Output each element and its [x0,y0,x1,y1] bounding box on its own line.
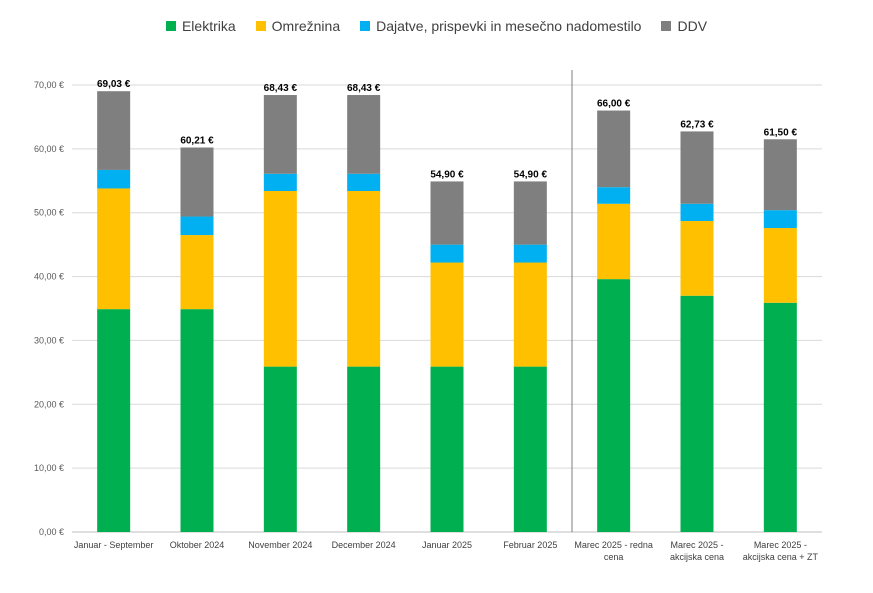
bar-segment [97,91,131,170]
legend-item-ddv: DDV [661,18,707,34]
legend-label: Omrežnina [271,18,341,34]
bar-segment [347,191,381,367]
x-tick-label: Januar - September [74,540,154,550]
bar-segment [97,309,131,532]
x-tick-label: akcijska cena + ZT [743,552,819,562]
bar-segment [430,262,464,367]
total-label: 60,21 € [180,136,214,147]
y-tick-label: 60,00 € [34,144,64,154]
legend-item-elektrika: Elektrika [165,18,236,34]
bar-segment [347,173,381,192]
legend-item-omreznina: Omrežnina [255,18,341,34]
bar-segment [263,95,297,174]
bar-segment [430,181,464,245]
x-tick-label: Marec 2025 - [670,540,723,550]
bar-segment [513,366,547,532]
y-tick-label: 30,00 € [34,335,64,345]
total-label: 54,90 € [430,169,464,180]
bar-segment [347,366,381,532]
bar-segment [430,366,464,532]
y-tick-label: 10,00 € [34,463,64,473]
y-tick-label: 40,00 € [34,272,64,282]
bar-segment [180,147,214,217]
bar-segment [180,235,214,310]
bar-segment [680,221,714,296]
legend-swatch [360,21,371,31]
bar-segment [263,173,297,192]
legend-swatch [165,21,176,31]
bar-segment [180,309,214,532]
y-tick-label: 0,00 € [39,527,64,537]
bar-segment [763,210,797,229]
y-tick-label: 50,00 € [34,208,64,218]
total-label: 66,00 € [597,99,631,110]
bar-segment [597,279,631,532]
bar-segment [680,203,714,222]
x-tick-label: akcijska cena [670,552,724,562]
bar-segment [430,244,464,263]
bar-segment [263,366,297,532]
legend-label: DDV [677,18,708,34]
bar-segment [680,295,714,532]
x-tick-label: Marec 2025 - redna [574,540,653,550]
bar-segment [597,203,631,280]
legend-label: Dajatve, prispevki in mesečno nadomestil… [376,18,642,34]
bar-segment [513,181,547,245]
total-label: 68,43 € [347,83,381,94]
legend-swatch [255,21,266,31]
x-tick-label: cena [604,552,624,562]
bar-segment [763,228,797,303]
x-tick-label: Januar 2025 [422,540,472,550]
legend-item-dajatve: Dajatve, prispevki in mesečno nadomestil… [360,18,641,34]
bar-segment [263,191,297,367]
y-tick-label: 20,00 € [34,399,64,409]
bar-segment [513,262,547,367]
x-tick-label: Marec 2025 - [754,540,807,550]
total-label: 68,43 € [264,83,298,94]
bar-segment [597,110,631,188]
legend-swatch [661,21,672,31]
bar-segment [97,188,131,310]
bar-segment [513,244,547,263]
bar-segment [680,131,714,204]
x-tick-label: November 2024 [248,540,312,550]
total-label: 54,90 € [514,169,548,180]
x-tick-label: December 2024 [332,540,396,550]
x-tick-label: Februar 2025 [503,540,557,550]
x-tick-label: Oktober 2024 [170,540,225,550]
bar-segment [763,302,797,532]
bar-segment [347,95,381,174]
total-label: 61,50 € [764,127,798,138]
bar-segment [763,139,797,211]
total-label: 62,73 € [680,119,714,130]
bar-segment [597,187,631,204]
legend: Elektrika Omrežnina Dajatve, prispevki i… [0,18,873,34]
y-tick-label: 70,00 € [34,80,64,90]
bar-segment [180,216,214,236]
bar-segment [97,169,131,189]
legend-label: Elektrika [181,18,236,34]
total-label: 69,03 € [97,79,131,90]
